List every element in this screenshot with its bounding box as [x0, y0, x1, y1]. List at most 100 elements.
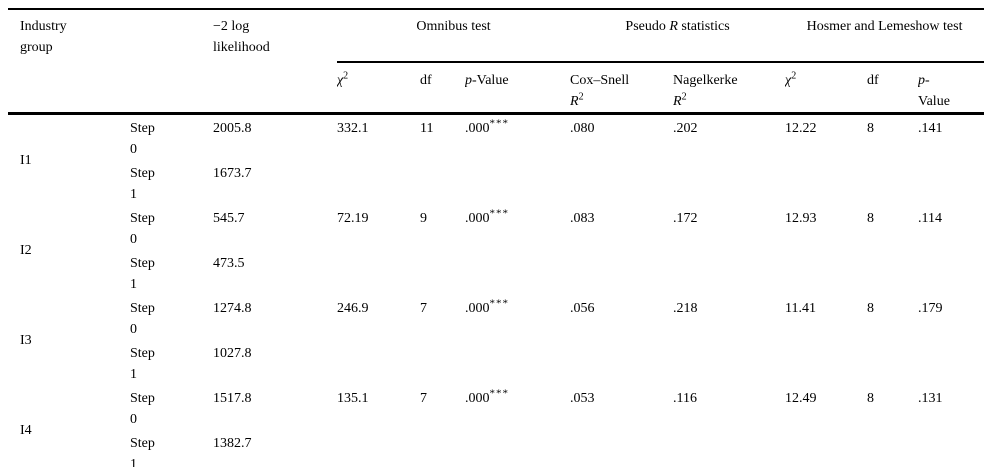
cox-snell-r2-symbol: R2 [570, 91, 584, 109]
header-cox-snell-r2: Cox–Snell R2 [570, 62, 673, 114]
nagelkerke-r2-symbol: R2 [673, 91, 687, 109]
nagelkerke-label: Nagelkerke [673, 73, 738, 88]
chi-symbol: χ [785, 73, 792, 88]
pseudo-post: statistics [677, 19, 730, 34]
hl-p-line2: Value [918, 94, 950, 109]
cell-cox-snell-r2: .080 [570, 121, 595, 136]
header-step-spacer [130, 9, 213, 114]
cell-omnibus-chi2: 246.9 [337, 301, 369, 316]
chi-superscript: 2 [791, 70, 797, 82]
header-hl-p-value: p- Value [918, 62, 984, 114]
significance-stars: *** [489, 207, 509, 220]
group-label: I3 [20, 332, 32, 348]
cell-omnibus-df: 11 [420, 121, 434, 136]
step-cell: Step 0 [130, 391, 155, 427]
cell-hl-df: 8 [867, 391, 875, 406]
header-nagelkerke-r2: Nagelkerke R2 [673, 62, 785, 114]
cell-hl-p-value: .179 [918, 301, 943, 316]
step-cell: Step 0 [130, 121, 155, 157]
header-hl-df: df [867, 73, 879, 88]
spanner-pseudo-r-statistics: Pseudo R statistics [570, 9, 786, 63]
cell-nagelkerke-r2: .116 [673, 391, 698, 406]
table-row: Step 1 473.5 [8, 250, 984, 295]
cell-hl-p-value: .141 [918, 121, 943, 136]
table-row: Step 1 1027.8 [8, 340, 984, 385]
cell-cox-snell-r2: .053 [570, 391, 595, 406]
cell-omnibus-chi2: 332.1 [337, 121, 369, 136]
table-body: I1 Step 0 2005.8 332.1 11 .000*** .080 .2… [8, 114, 984, 467]
p-value-rest: -Value [472, 73, 509, 88]
header-omnibus-chi2: χ2 [337, 62, 420, 114]
cell-hl-chi2: 11.41 [785, 301, 817, 316]
cell-nagelkerke-r2: .172 [673, 211, 698, 226]
cell-neg2ll: 1274.8 [213, 301, 252, 316]
header-industry-group: Industry group [8, 9, 130, 114]
step-cell: Step 1 [130, 166, 155, 202]
cell-omnibus-p-value: .000*** [465, 297, 509, 316]
spanner-omnibus-test: Omnibus test [337, 9, 571, 63]
table-row: I3 Step 0 1274.8 246.9 7 .000*** .056 .21… [8, 295, 984, 348]
cell-hl-chi2: 12.93 [785, 211, 817, 226]
cox-snell-label: Cox–Snell [570, 73, 630, 88]
cell-neg2ll: 473.5 [213, 256, 245, 271]
cell-hl-chi2: 12.49 [785, 391, 817, 406]
header-neg2ll: −2 log likelihood [213, 9, 337, 114]
group-label: I4 [20, 422, 32, 438]
header-row-columns: χ2 df p-Value Cox–Snell R2 Nagelkerke R2… [8, 62, 984, 114]
cell-omnibus-chi2: 72.19 [337, 211, 369, 226]
step-cell: Step 1 [130, 436, 155, 467]
cell-omnibus-p-value: .000*** [465, 387, 509, 406]
header-industry-group-label: Industry group [20, 19, 67, 55]
cell-omnibus-p-value: .000*** [465, 207, 509, 226]
cell-omnibus-p-value: .000*** [465, 117, 509, 136]
stat-table: Industry group −2 log likelihood Omnibus… [8, 8, 985, 467]
group-label: I1 [20, 152, 32, 168]
cell-neg2ll: 1027.8 [213, 346, 252, 361]
significance-stars: *** [489, 117, 509, 130]
table-row: Step 1 1673.7 [8, 160, 984, 205]
cell-hl-chi2: 12.22 [785, 121, 817, 136]
pseudo-pre: Pseudo [625, 19, 670, 34]
cell-nagelkerke-r2: .202 [673, 121, 698, 136]
cell-omnibus-chi2: 135.1 [337, 391, 369, 406]
cell-omnibus-df: 9 [420, 211, 427, 226]
table-header: Industry group −2 log likelihood Omnibus… [8, 9, 985, 114]
cell-omnibus-df: 7 [420, 301, 427, 316]
table-row: I1 Step 0 2005.8 332.1 11 .000*** .080 .2… [8, 114, 984, 168]
cell-omnibus-df: 7 [420, 391, 427, 406]
pseudo-r-symbol: R [669, 19, 678, 34]
table-row: I4 Step 0 1517.8 135.1 7 .000*** .053 .11… [8, 385, 984, 438]
header-omnibus-df: df [420, 73, 432, 88]
cell-cox-snell-r2: .083 [570, 211, 595, 226]
cell-hl-df: 8 [867, 301, 875, 316]
significance-stars: *** [489, 297, 509, 310]
table-row: Step 1 1382.7 [8, 430, 984, 467]
cell-hl-df: 8 [867, 211, 875, 226]
chi-symbol: χ [337, 73, 344, 88]
spanner-hosmer-lemeshow-test: Hosmer and Lemeshow test [785, 9, 985, 63]
significance-stars: *** [489, 387, 509, 400]
cell-neg2ll: 545.7 [213, 211, 245, 226]
step-cell: Step 1 [130, 346, 155, 382]
step-cell: Step 0 [130, 301, 155, 337]
header-hl-chi2: χ2 [785, 62, 867, 114]
cell-cox-snell-r2: .056 [570, 301, 595, 316]
group-label: I2 [20, 242, 32, 258]
cell-hl-df: 8 [867, 121, 875, 136]
cell-neg2ll: 1382.7 [213, 436, 252, 451]
cell-hl-p-value: .114 [918, 211, 943, 226]
cell-neg2ll: 1673.7 [213, 166, 252, 181]
header-omnibus-p-value: p-Value [465, 62, 570, 114]
header-neg2ll-label: −2 log likelihood [213, 19, 270, 55]
hl-p-line1: p- [918, 73, 930, 88]
cell-hl-p-value: .131 [918, 391, 943, 406]
p-symbol: p [465, 73, 472, 88]
header-row-spanners: Industry group −2 log likelihood Omnibus… [8, 9, 985, 63]
step-cell: Step 1 [130, 256, 155, 292]
cell-neg2ll: 2005.8 [213, 121, 252, 136]
step-cell: Step 0 [130, 211, 155, 247]
table-row: I2 Step 0 545.7 72.19 9 .000*** .083 .172… [8, 205, 984, 258]
cell-neg2ll: 1517.8 [213, 391, 252, 406]
chi-superscript: 2 [343, 70, 349, 82]
